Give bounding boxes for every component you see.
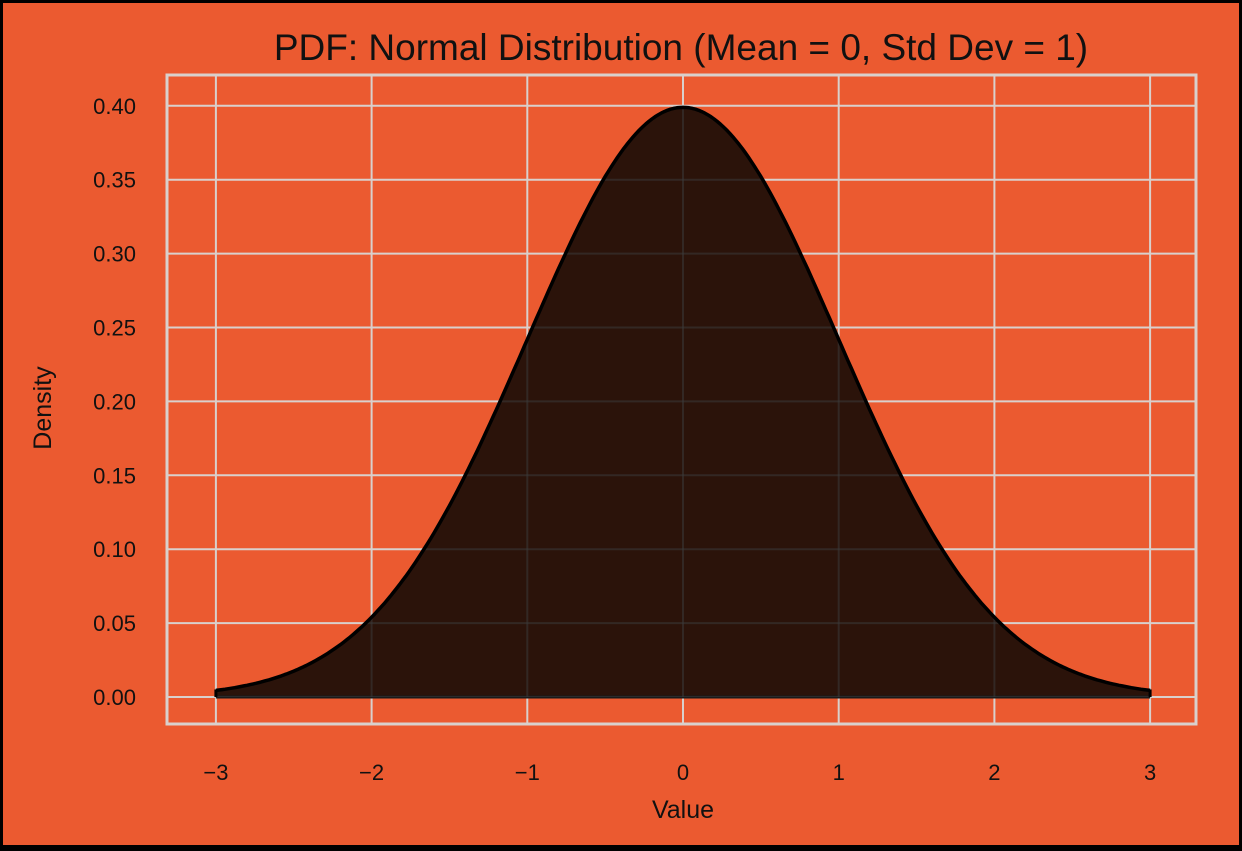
x-tick-label: −3 — [203, 760, 228, 785]
y-tick-label: 0.00 — [93, 685, 136, 710]
y-tick-label: 0.10 — [93, 537, 136, 562]
x-axis-label: Value — [652, 796, 714, 824]
chart-canvas: PDF: Normal Distribution (Mean = 0, Std … — [29, 27, 1198, 824]
x-tick-label: 2 — [988, 760, 1000, 785]
y-tick-label: 0.05 — [93, 611, 136, 636]
pdf-line — [215, 105, 1151, 693]
chart-title: PDF: Normal Distribution (Mean = 0, Std … — [274, 27, 1088, 68]
y-axis-ticks: 0.00 0.05 0.10 0.15 0.20 0.25 0.30 0.35 0.40 — [93, 94, 136, 710]
x-tick-label: 3 — [1144, 760, 1156, 785]
x-axis-ticks: −3 −2 −1 0 1 2 3 — [203, 760, 1156, 785]
x-tick-label: 0 — [677, 760, 689, 785]
y-tick-label: 0.30 — [93, 242, 136, 267]
y-tick-label: 0.25 — [93, 316, 136, 341]
pdf-curve — [214, 105, 1152, 697]
x-tick-label: 1 — [833, 760, 845, 785]
plot-area-frame — [165, 73, 1198, 726]
x-tick-label: −2 — [359, 760, 384, 785]
y-tick-label: 0.20 — [93, 389, 136, 414]
y-tick-label: 0.40 — [93, 94, 136, 119]
y-axis-label: Density — [29, 366, 57, 450]
y-tick-label: 0.15 — [93, 463, 136, 488]
x-tick-label: −1 — [515, 760, 540, 785]
y-tick-label: 0.35 — [93, 168, 136, 193]
